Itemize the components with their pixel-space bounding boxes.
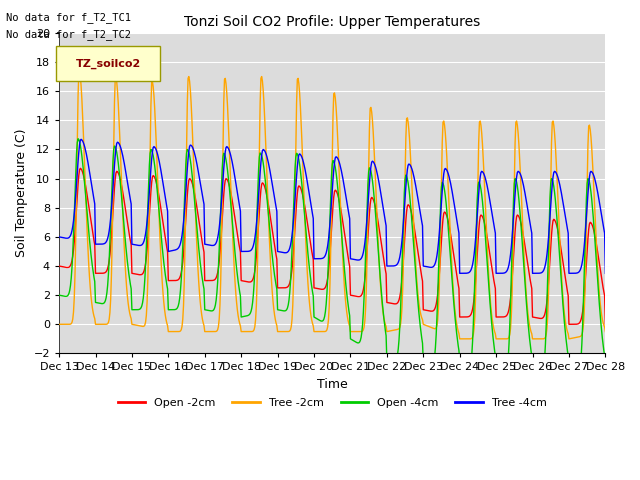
Y-axis label: Soil Temperature (C): Soil Temperature (C) (15, 129, 28, 257)
Title: Tonzi Soil CO2 Profile: Upper Temperatures: Tonzi Soil CO2 Profile: Upper Temperatur… (184, 15, 481, 29)
Text: No data for f_T2_TC2: No data for f_T2_TC2 (6, 29, 131, 40)
Text: TZ_soilco2: TZ_soilco2 (76, 58, 141, 69)
Legend: Open -2cm, Tree -2cm, Open -4cm, Tree -4cm: Open -2cm, Tree -2cm, Open -4cm, Tree -4… (113, 393, 551, 412)
Text: No data for f_T2_TC1: No data for f_T2_TC1 (6, 12, 131, 23)
X-axis label: Time: Time (317, 378, 348, 391)
FancyBboxPatch shape (56, 46, 160, 81)
